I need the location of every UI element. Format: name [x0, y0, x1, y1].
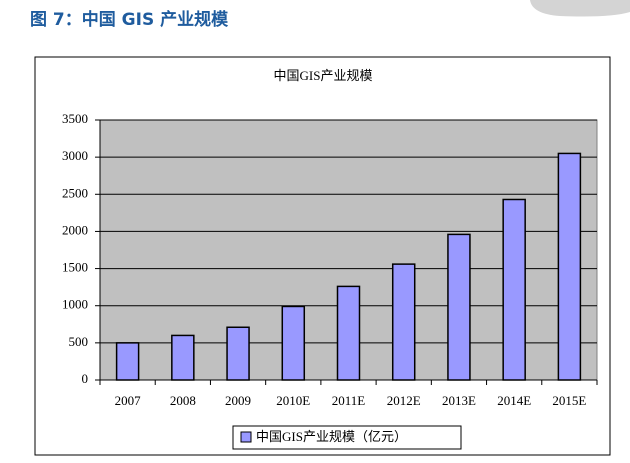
legend-label: 中国GIS产业规模（亿元） — [256, 429, 407, 444]
bar — [447, 233, 471, 381]
y-tick-label: 2000 — [62, 222, 88, 237]
bar — [391, 263, 416, 381]
bar — [115, 342, 140, 381]
x-tick-label: 2010E — [276, 393, 310, 408]
x-tick-label: 2011E — [332, 393, 366, 408]
bar — [502, 198, 526, 381]
bar — [557, 152, 582, 381]
figure-caption: 图 7：中国 GIS 产业规模 — [30, 9, 229, 30]
x-tick-label: 2008 — [170, 393, 196, 408]
y-tick-label: 3500 — [62, 111, 88, 126]
x-tick-label: 2012E — [387, 393, 421, 408]
x-tick-label: 2009 — [225, 393, 251, 408]
bar — [281, 305, 306, 381]
bar — [171, 334, 195, 381]
y-tick-label: 2500 — [62, 185, 88, 200]
chart-title: 中国GIS产业规模 — [274, 68, 373, 83]
x-tick-label: 2007 — [115, 393, 142, 408]
x-tick-label: 2015E — [552, 393, 586, 408]
bar — [336, 285, 361, 381]
y-tick-label: 3000 — [62, 148, 88, 163]
x-tick-label: 2014E — [497, 393, 531, 408]
x-tick-label: 2013E — [442, 393, 476, 408]
y-tick-label: 0 — [82, 371, 89, 386]
corner-decoration — [530, 0, 630, 17]
y-tick-label: 1000 — [62, 297, 88, 312]
y-tick-label: 1500 — [62, 260, 88, 275]
legend-box — [232, 425, 462, 450]
legend-swatch — [240, 431, 252, 443]
y-tick-label: 500 — [69, 334, 89, 349]
bar — [226, 326, 250, 381]
